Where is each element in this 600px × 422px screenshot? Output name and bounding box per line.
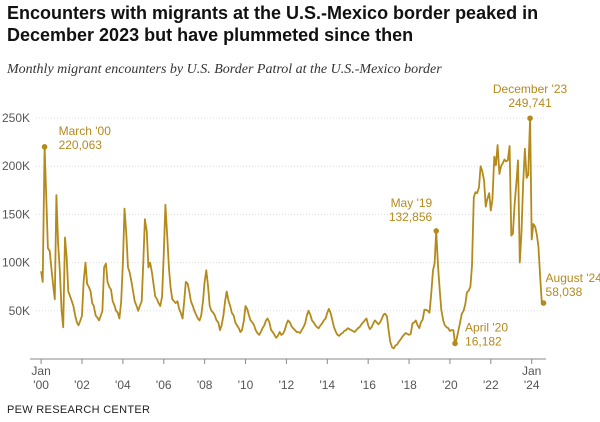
x-tick-label: '10	[238, 378, 254, 392]
x-tick-label: '02	[74, 378, 90, 392]
annotation-label: 249,741	[508, 96, 552, 110]
x-tick-label: '00	[33, 378, 49, 392]
series-line	[40, 117, 544, 350]
annotation-label: 16,182	[465, 334, 502, 348]
chart-title: Encounters with migrants at the U.S.-Mex…	[7, 3, 539, 45]
annotation-label: April '20	[465, 320, 508, 334]
annotation-label: May '19	[391, 196, 433, 210]
annotation-label: August '24	[546, 271, 600, 285]
x-tick-label: Jan	[522, 364, 541, 378]
annotation-point	[433, 228, 440, 234]
annotation-label: December '23	[493, 82, 568, 96]
x-tick-label: '12	[279, 378, 295, 392]
x-tick-label: '16	[360, 378, 376, 392]
annotation-point	[527, 115, 533, 122]
annotation-label: 220,063	[59, 138, 103, 152]
annotation-label: March '00	[59, 124, 112, 138]
x-tick-label: '22	[483, 378, 499, 392]
chart-subtitle: Monthly migrant encounters by U.S. Borde…	[7, 62, 442, 77]
y-tick-label: 50K	[9, 304, 30, 318]
x-tick-label: '20	[442, 378, 458, 392]
x-tick-label: '08	[197, 378, 213, 392]
x-tick-label: '04	[115, 378, 131, 392]
annotation-label: 58,038	[546, 285, 583, 299]
x-tick-label: '14	[319, 378, 335, 392]
annotation-point	[41, 144, 48, 150]
x-tick-label: '18	[401, 378, 417, 392]
x-tick-label: '24	[524, 378, 540, 392]
y-tick-label: 150K	[2, 207, 30, 221]
y-tick-label: 250K	[2, 111, 30, 125]
y-tick-label: 200K	[2, 159, 30, 173]
x-tick-label: '06	[156, 378, 172, 392]
annotation-point	[452, 340, 458, 347]
y-tick-label: 100K	[2, 256, 30, 270]
source-label: PEW RESEARCH CENTER	[7, 404, 151, 416]
x-tick-label: Jan	[31, 364, 50, 378]
annotation-point	[540, 300, 547, 306]
annotation-label: 132,856	[389, 210, 433, 224]
